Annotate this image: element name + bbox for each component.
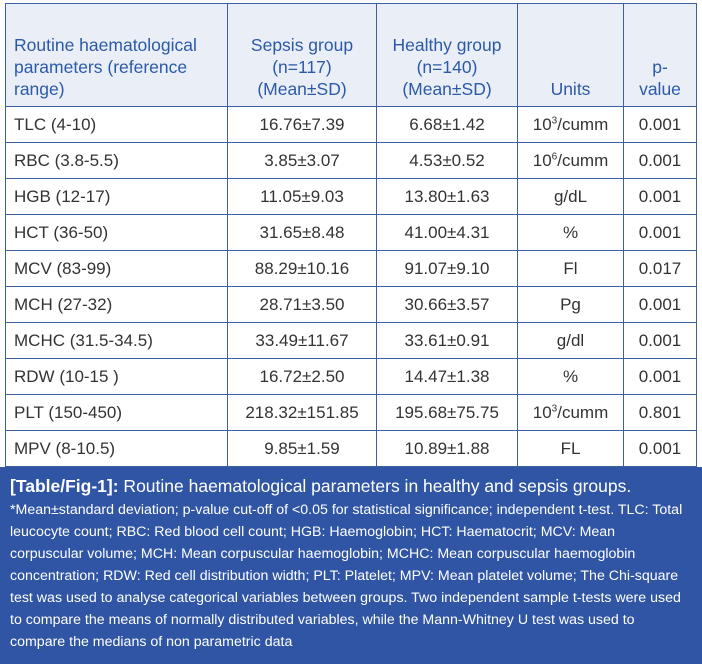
healthy-cell: 14.47±1.38 (376, 358, 518, 395)
unit-exponent: 3 (551, 402, 558, 414)
healthy-cell: 41.00±4.31 (376, 214, 518, 251)
healthy-cell: 6.68±1.42 (376, 106, 518, 143)
parameter-cell: TLC (4-10) (5, 106, 228, 143)
units-cell: 103/cumm (517, 106, 624, 143)
table-row: MCH (27-32) 28.71±3.50 30.66±3.57 Pg 0.001 (5, 286, 697, 323)
healthy-cell: 10.89±1.88 (376, 430, 518, 467)
p-value-cell: 0.017 (623, 250, 697, 287)
p-value-cell: 0.001 (623, 430, 697, 467)
units-cell: Fl (517, 250, 624, 287)
unit-base: 10 (532, 150, 552, 170)
unit-exponent: 3 (551, 114, 558, 126)
p-value-cell: 0.801 (623, 394, 697, 431)
header-sepsis: Sepsis group (n=117) (Mean±SD) (227, 3, 377, 107)
table-row: MCHC (31.5-34.5) 33.49±11.67 33.61±0.91 g/d… (5, 322, 697, 359)
units-cell: Pg (517, 286, 624, 323)
haematology-table: Routine haematological parameters (refer… (5, 3, 697, 467)
p-value-cell: 0.001 (623, 322, 697, 359)
unit-base: % (562, 366, 579, 386)
caption-note: *Mean±standard deviation; p-value cut-of… (10, 502, 683, 650)
units-cell: FL (517, 430, 624, 467)
parameter-cell: HCT (36-50) (5, 214, 228, 251)
units-cell: 103/cumm (517, 394, 624, 431)
unit-rest: /cumm (557, 150, 609, 170)
parameter-cell: RDW (10-15 ) (5, 358, 228, 395)
unit-base: Fl (563, 258, 578, 278)
p-value-cell: 0.001 (623, 178, 697, 215)
table-row: HGB (12-17) 11.05±9.03 13.80±1.63 g/dL 0.001 (5, 178, 697, 215)
header-parameter: Routine haematological parameters (refer… (5, 3, 228, 107)
table-row: MPV (8-10.5) 9.85±1.59 10.89±1.88 FL 0.001 (5, 430, 697, 467)
parameter-cell: HGB (12-17) (5, 178, 228, 215)
table-row: TLC (4-10) 16.76±7.39 6.68±1.42 103/cumm 0.0… (5, 106, 697, 143)
p-value-cell: 0.001 (623, 106, 697, 143)
healthy-cell: 4.53±0.52 (376, 142, 518, 179)
healthy-cell: 91.07±9.10 (376, 250, 518, 287)
parameter-cell: PLT (150-450) (5, 394, 228, 431)
sepsis-cell: 16.76±7.39 (227, 106, 377, 143)
sepsis-cell: 31.65±8.48 (227, 214, 377, 251)
unit-base: g/dL (553, 186, 588, 206)
sepsis-cell: 11.05±9.03 (227, 178, 377, 215)
parameter-cell: MCHC (31.5-34.5) (5, 322, 228, 359)
unit-base: g/dl (556, 330, 585, 350)
header-p-value: p-value (623, 3, 697, 107)
caption-label: [Table/Fig-1]: (10, 476, 119, 496)
parameter-cell: MCH (27-32) (5, 286, 228, 323)
units-cell: 106/cumm (517, 142, 624, 179)
healthy-cell: 33.61±0.91 (376, 322, 518, 359)
p-value-cell: 0.001 (623, 142, 697, 179)
table-row: RBC (3.8-5.5) 3.85±3.07 4.53±0.52 106/cumm 0… (5, 142, 697, 179)
unit-base: FL (560, 438, 581, 458)
parameter-cell: MPV (8-10.5) (5, 430, 228, 467)
unit-base: % (562, 222, 579, 242)
healthy-cell: 30.66±3.57 (376, 286, 518, 323)
header-units: Units (517, 3, 624, 107)
sepsis-cell: 218.32±151.85 (227, 394, 377, 431)
parameter-cell: RBC (3.8-5.5) (5, 142, 228, 179)
units-cell: % (517, 358, 624, 395)
unit-rest: /cumm (557, 114, 609, 134)
sepsis-cell: 3.85±3.07 (227, 142, 377, 179)
sepsis-cell: 28.71±3.50 (227, 286, 377, 323)
sepsis-cell: 9.85±1.59 (227, 430, 377, 467)
caption-title: Routine haematological parameters in hea… (118, 476, 632, 496)
sepsis-cell: 33.49±11.67 (227, 322, 377, 359)
table-row: HCT (36-50) 31.65±8.48 41.00±4.31% 0.001 (5, 214, 697, 251)
p-value-cell: 0.001 (623, 358, 697, 395)
units-cell: g/dL (517, 178, 624, 215)
healthy-cell: 195.68±75.75 (376, 394, 518, 431)
unit-exponent: 6 (551, 150, 558, 162)
sepsis-cell: 88.29±10.16 (227, 250, 377, 287)
unit-base: Pg (560, 294, 581, 314)
p-value-cell: 0.001 (623, 286, 697, 323)
unit-base: 10 (532, 402, 552, 422)
healthy-cell: 13.80±1.63 (376, 178, 518, 215)
table-row: RDW (10-15 ) 16.72±2.50 14.47±1.38% 0.001 (5, 358, 697, 395)
unit-base: 10 (532, 114, 552, 134)
header-healthy: Healthy group (n=140) (Mean±SD) (376, 3, 518, 107)
header-row: Routine haematological parameters (refer… (5, 3, 697, 107)
units-cell: % (517, 214, 624, 251)
unit-rest: /cumm (557, 402, 609, 422)
p-value-cell: 0.001 (623, 214, 697, 251)
table-caption: [Table/Fig-1]: Routine haematological pa… (0, 467, 702, 664)
sepsis-cell: 16.72±2.50 (227, 358, 377, 395)
parameter-cell: MCV (83-99) (5, 250, 228, 287)
table-row: PLT (150-450) 218.32±151.85 195.68±75.75 10… (5, 394, 697, 431)
units-cell: g/dl (517, 322, 624, 359)
table-row: MCV (83-99) 88.29±10.16 91.07±9.10 Fl 0.017 (5, 250, 697, 287)
